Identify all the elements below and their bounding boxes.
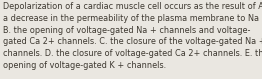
Text: Depolarization of a cardiac muscle cell occurs as the result of A.
a decrease in: Depolarization of a cardiac muscle cell … [3,2,262,70]
